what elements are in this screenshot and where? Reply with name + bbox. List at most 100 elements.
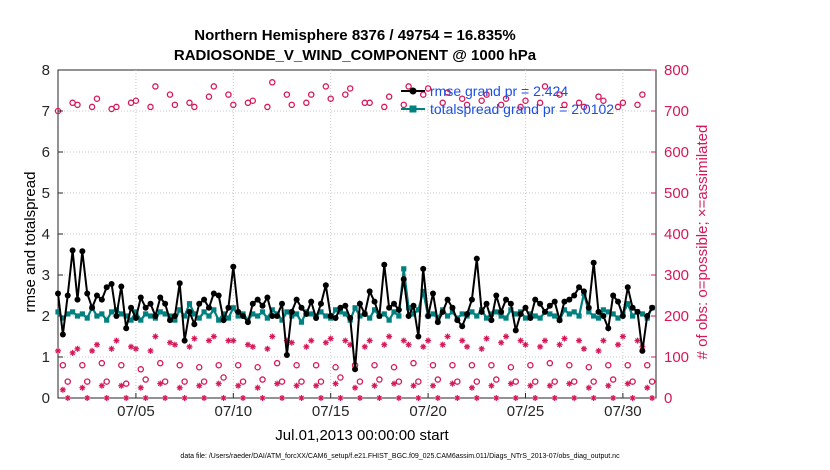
possible-obs-marker <box>230 101 237 109</box>
assimilated-obs-marker <box>152 333 159 340</box>
possible-obs-marker <box>536 99 544 107</box>
totalspread-point <box>225 315 232 321</box>
assimilated-obs-marker <box>585 384 592 391</box>
assimilated-obs-marker <box>274 380 281 387</box>
totalspread-point <box>294 311 300 317</box>
rmse-point <box>352 366 359 373</box>
legend-rmse-text: rmse grand pr = 2.424 <box>430 83 568 99</box>
assimilated-obs-marker <box>366 337 373 344</box>
possible-obs-marker <box>317 378 325 385</box>
assimilated-obs-marker <box>279 395 286 401</box>
assimilated-obs-marker <box>264 345 271 352</box>
rmse-point <box>132 315 139 322</box>
y-right-tick-label: 500 <box>664 185 689 202</box>
totalspread-point <box>84 315 90 321</box>
rmse-point <box>649 304 656 311</box>
totalspread-point <box>401 266 407 272</box>
assimilated-obs-marker <box>313 382 320 389</box>
possible-obs-marker <box>522 97 529 105</box>
totalspread-point <box>157 309 163 315</box>
possible-obs-marker <box>493 376 500 383</box>
totalspread-point <box>547 311 553 317</box>
totalspread-point <box>216 317 222 323</box>
assimilated-obs-marker <box>381 341 388 348</box>
possible-obs-marker <box>590 378 597 385</box>
assimilated-obs-marker <box>103 395 110 401</box>
possible-obs-marker <box>419 91 427 98</box>
totalspread-point <box>177 307 183 313</box>
possible-obs-marker <box>186 99 193 107</box>
possible-obs-marker <box>400 101 407 109</box>
rmse-point <box>595 308 602 315</box>
possible-obs-marker <box>83 378 91 385</box>
possible-obs-marker <box>220 374 227 381</box>
assimilated-obs-marker <box>376 395 383 401</box>
possible-obs-marker <box>122 380 130 387</box>
totalspread-point <box>610 311 616 317</box>
assimilated-obs-marker <box>464 343 471 350</box>
rmse-point <box>493 292 500 299</box>
assimilated-obs-marker <box>503 333 510 340</box>
rmse-point <box>590 259 597 266</box>
chart-title-line1: Northern Hemisphere 8376 / 49754 = 16.83… <box>194 27 515 44</box>
assimilated-obs-marker <box>532 395 539 401</box>
possible-obs-marker <box>488 361 495 369</box>
rmse-point <box>181 337 188 344</box>
possible-obs-marker <box>79 361 86 369</box>
totalspread-point <box>255 313 261 319</box>
possible-obs-marker <box>497 101 505 109</box>
totalspread-point <box>571 309 577 315</box>
assimilated-obs-marker <box>84 395 91 401</box>
rmse-point <box>317 300 324 307</box>
rmse-point <box>167 317 174 324</box>
totalspread-point <box>444 313 451 319</box>
assimilated-obs-marker <box>244 341 251 348</box>
y-right-tick-label: 100 <box>664 349 689 366</box>
possible-obs-marker <box>585 363 593 371</box>
possible-obs-marker <box>210 83 218 90</box>
totalspread-point <box>532 313 538 319</box>
possible-obs-marker <box>619 99 627 107</box>
rmse-point <box>298 304 305 311</box>
assimilated-obs-marker <box>128 343 135 350</box>
totalspread-point <box>167 313 173 319</box>
y-left-tick-label: 0 <box>42 390 50 407</box>
totalspread-point <box>415 307 421 313</box>
rmse-point <box>74 296 81 303</box>
y-left-tick-label: 6 <box>42 144 50 161</box>
possible-obs-marker <box>74 101 81 109</box>
totalspread-point <box>513 311 519 317</box>
rmse-point <box>264 294 271 301</box>
rmse-point <box>259 302 266 309</box>
assimilated-obs-marker <box>405 341 412 348</box>
possible-obs-marker <box>303 99 310 107</box>
rmse-point <box>639 347 646 354</box>
rmse-point <box>444 296 451 303</box>
y-left-tick-label: 7 <box>42 103 50 120</box>
totalspread-point <box>250 311 256 317</box>
totalspread-point <box>118 311 124 317</box>
totalspread-point <box>99 311 105 317</box>
possible-obs-marker <box>157 359 164 367</box>
rmse-point <box>196 300 203 307</box>
totalspread-point <box>279 317 285 323</box>
possible-obs-marker <box>390 363 398 371</box>
possible-obs-marker <box>327 95 334 102</box>
rmse-point <box>410 302 417 309</box>
rmse-point <box>610 292 617 299</box>
totalspread-point <box>123 313 129 319</box>
possible-obs-marker <box>259 376 266 383</box>
data-file-footer: data file: /Users/raeder/DAI/ATM_forcXX/… <box>180 453 620 460</box>
totalspread-point <box>162 311 168 317</box>
totalspread-point <box>430 311 436 317</box>
assimilated-obs-marker <box>254 384 261 391</box>
rmse-point <box>308 298 315 305</box>
possible-obs-marker <box>332 363 339 371</box>
possible-obs-marker <box>609 376 617 383</box>
assimilated-obs-marker <box>356 395 363 401</box>
assimilated-obs-marker <box>454 395 461 401</box>
assimilated-obs-marker <box>624 380 631 387</box>
assimilated-obs-marker <box>240 395 247 401</box>
rmse-point <box>459 323 466 330</box>
